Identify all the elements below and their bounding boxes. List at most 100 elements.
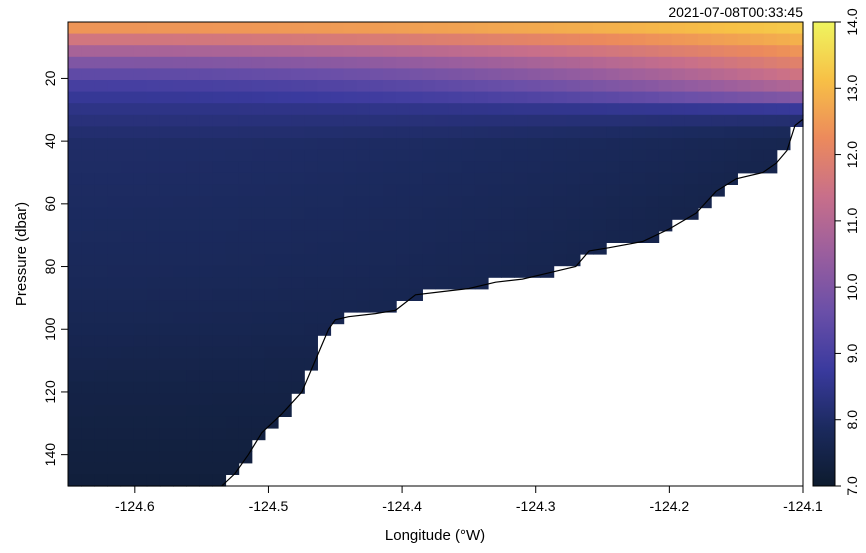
heatmap-cell — [343, 103, 358, 116]
heatmap-cell — [553, 161, 568, 174]
heatmap-cell — [540, 80, 555, 93]
heatmap-cell — [225, 161, 240, 174]
heatmap-cell — [251, 393, 266, 406]
heatmap-cell — [173, 288, 187, 301]
colorbar — [812, 21, 836, 487]
heatmap-cell — [186, 381, 200, 394]
heatmap-cell — [304, 265, 318, 278]
heatmap-cell — [711, 56, 725, 69]
heatmap-cell — [133, 68, 148, 81]
heatmap-cell — [435, 91, 450, 104]
heatmap-cell — [212, 230, 227, 243]
heatmap-cell — [658, 68, 673, 81]
heatmap-cell — [146, 219, 161, 232]
heatmap-cell — [632, 80, 647, 93]
heatmap-cell — [107, 404, 122, 417]
heatmap-cell — [81, 462, 95, 475]
heatmap-cell — [251, 346, 266, 359]
heatmap-cell — [698, 68, 712, 81]
heatmap-cell — [724, 126, 738, 139]
heatmap-cell — [501, 138, 515, 151]
heatmap-cell — [448, 265, 463, 278]
heatmap-cell — [369, 288, 384, 301]
heatmap-cell — [264, 358, 279, 371]
heatmap-cell — [448, 172, 463, 185]
heatmap-cell — [488, 22, 502, 35]
heatmap-cell — [68, 161, 82, 174]
heatmap-cell — [461, 22, 476, 35]
heatmap-cell — [264, 335, 279, 348]
heatmap-cell — [514, 91, 528, 104]
heatmap-cell — [566, 33, 581, 46]
heatmap-cell — [107, 300, 122, 313]
heatmap-cell — [330, 68, 345, 81]
heatmap-cell — [94, 91, 108, 104]
heatmap-cell — [422, 219, 437, 232]
heatmap-cell — [343, 161, 358, 174]
heatmap-cell — [383, 161, 397, 174]
heatmap-cell — [474, 33, 489, 46]
heatmap-cell — [461, 196, 476, 209]
heatmap-cell — [186, 68, 200, 81]
heatmap-cell — [501, 265, 515, 278]
heatmap-cell — [317, 114, 332, 127]
heatmap-cell — [750, 68, 765, 81]
heatmap-cell — [133, 474, 148, 487]
heatmap-cell — [159, 428, 174, 441]
heatmap-cell — [553, 45, 568, 58]
heatmap-cell — [671, 68, 686, 81]
heatmap-cell — [94, 451, 108, 464]
heatmap-cell — [133, 288, 148, 301]
heatmap-cell — [186, 230, 200, 243]
heatmap-cell — [435, 207, 450, 220]
heatmap-cell — [343, 138, 358, 151]
heatmap-cell — [579, 33, 594, 46]
heatmap-cell — [435, 184, 450, 197]
heatmap-cell — [527, 68, 542, 81]
heatmap-cell — [383, 242, 397, 255]
heatmap-cell — [199, 207, 213, 220]
heatmap-cell — [658, 80, 673, 93]
heatmap-cell — [278, 22, 292, 35]
heatmap-cell — [173, 103, 187, 116]
heatmap-cell — [540, 172, 555, 185]
heatmap-cell — [461, 184, 476, 197]
heatmap-cell — [107, 323, 122, 336]
heatmap-cell — [435, 114, 450, 127]
heatmap-cell — [238, 300, 253, 313]
heatmap-cell — [68, 138, 82, 151]
heatmap-cell — [566, 56, 581, 69]
heatmap-cell — [278, 172, 292, 185]
heatmap-cell — [120, 300, 135, 313]
heatmap-cell — [304, 277, 318, 290]
heatmap-cell — [120, 346, 135, 359]
heatmap-cell — [514, 33, 528, 46]
heatmap-cell — [343, 184, 358, 197]
heatmap-cell — [146, 103, 161, 116]
heatmap-cell — [120, 265, 135, 278]
heatmap-cell — [474, 80, 489, 93]
heatmap-cell — [199, 428, 213, 441]
heatmap-cell — [711, 80, 725, 93]
heatmap-cell — [540, 68, 555, 81]
heatmap-cell — [133, 196, 148, 209]
heatmap-cell — [671, 172, 686, 185]
heatmap-cell — [645, 33, 660, 46]
heatmap-cell — [619, 22, 633, 35]
heatmap-cell — [593, 149, 607, 162]
heatmap-cell — [68, 103, 82, 116]
heatmap-cell — [199, 346, 213, 359]
heatmap-cell — [159, 161, 174, 174]
heatmap-cell — [107, 219, 122, 232]
heatmap-cell — [658, 126, 673, 139]
heatmap-cell — [68, 219, 82, 232]
heatmap-cell — [698, 22, 712, 35]
heatmap-cell — [120, 242, 135, 255]
heatmap-cell — [711, 22, 725, 35]
heatmap-cell — [120, 404, 135, 417]
heatmap-cell — [317, 103, 332, 116]
heatmap-cell — [409, 184, 423, 197]
heatmap-cell — [225, 56, 240, 69]
heatmap-cell — [383, 254, 397, 267]
heatmap-cell — [68, 22, 82, 35]
